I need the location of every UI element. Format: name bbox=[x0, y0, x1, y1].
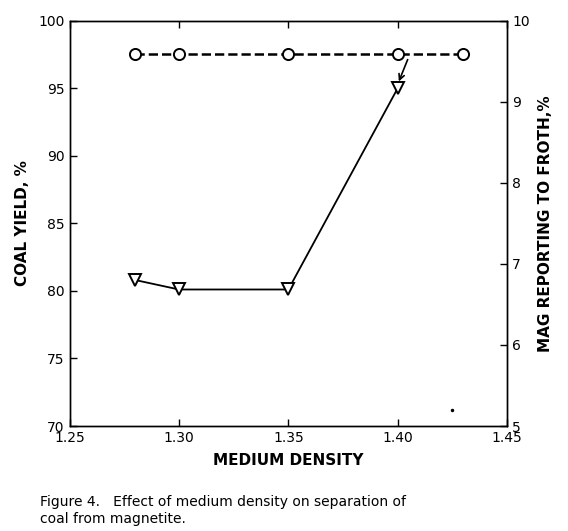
Y-axis label: MAG REPORTING TO FROTH,%: MAG REPORTING TO FROTH,% bbox=[538, 95, 553, 352]
X-axis label: MEDIUM DENSITY: MEDIUM DENSITY bbox=[213, 453, 364, 468]
Y-axis label: COAL YIELD, %: COAL YIELD, % bbox=[15, 160, 30, 286]
Text: Figure 4.   Effect of medium density on separation of
coal from magnetite.: Figure 4. Effect of medium density on se… bbox=[40, 495, 406, 526]
